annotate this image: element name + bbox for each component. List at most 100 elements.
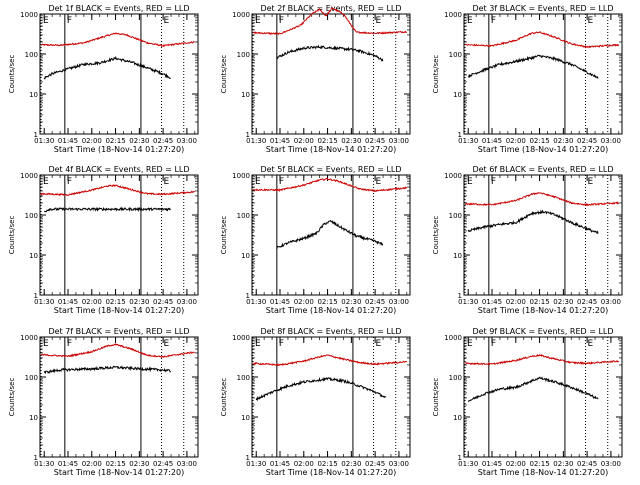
series-line-lld (252, 177, 408, 193)
x-axis-label: Start Time (18-Nov-14 01:27:20) (266, 306, 396, 315)
x-tick-label: 01:30 (34, 460, 54, 468)
marker-label: F (491, 177, 496, 187)
x-tick-label: 02:15 (105, 137, 125, 145)
y-tick-label: 1000 (20, 172, 38, 180)
series-line-lld (464, 31, 620, 49)
x-tick-label: 01:30 (458, 298, 478, 306)
x-tick-label: 03:00 (601, 137, 621, 145)
series-line-events (43, 365, 172, 375)
x-tick-label: 03:00 (389, 460, 409, 468)
y-tick-label: 10 (29, 414, 38, 422)
x-tick-label: 02:15 (317, 137, 337, 145)
plot-frame (463, 336, 623, 458)
y-axis-label: Counts/sec (220, 55, 228, 94)
y-tick-label: 10 (29, 252, 38, 260)
plot-frame (39, 174, 199, 296)
marker-label: E (376, 177, 382, 187)
x-tick-label: 01:30 (246, 298, 266, 306)
x-axis-label: Start Time (18-Nov-14 01:27:20) (266, 468, 396, 477)
x-tick-label: 02:00 (506, 460, 526, 468)
y-tick-label: 10 (29, 91, 38, 99)
series-line-lld (252, 354, 408, 367)
y-tick-label: 10 (241, 91, 250, 99)
x-tick-label: 02:00 (506, 137, 526, 145)
marker-label: E (376, 16, 382, 26)
x-tick-label: 02:00 (82, 298, 102, 306)
y-tick-label: 1 (246, 131, 250, 139)
y-axis-label: Counts/sec (220, 216, 228, 255)
x-tick-label: 02:30 (553, 137, 573, 145)
y-tick-label: 1000 (444, 172, 462, 180)
x-tick-label: 02:00 (294, 460, 314, 468)
series-line-lld (252, 7, 407, 36)
y-tick-label: 1 (246, 454, 250, 462)
x-axis-label: Start Time (18-Nov-14 01:27:20) (478, 145, 608, 154)
panel-title: Det 1f BLACK = Events, RED = LLD (48, 4, 189, 13)
y-tick-label: 1 (34, 292, 38, 300)
panel-title: Det 4f BLACK = Events, RED = LLD (48, 165, 189, 174)
marker-label: F (279, 339, 284, 349)
x-axis-label: Start Time (18-Nov-14 01:27:20) (54, 306, 184, 315)
y-tick-label: 10 (241, 252, 250, 260)
x-tick-label: 01:30 (246, 460, 266, 468)
series-line-lld (40, 343, 196, 359)
marker-label: F (67, 339, 72, 349)
marker-label: E (164, 177, 170, 187)
x-tick-label: 02:15 (105, 298, 125, 306)
panel-3: Det 3f BLACK = Events, RED = LLD 1 10 100 10… (432, 4, 623, 154)
y-axis-label: Counts/sec (432, 55, 440, 94)
x-tick-label: 01:45 (58, 137, 78, 145)
marker-label: E (467, 16, 473, 26)
y-tick-label: 100 (449, 51, 462, 59)
x-tick-label: 02:45 (577, 298, 597, 306)
panel-2: Det 2f BLACK = Events, RED = LLD11010010… (220, 4, 411, 154)
x-tick-label: 02:30 (553, 298, 573, 306)
x-tick-label: 03:00 (177, 298, 197, 306)
y-tick-label: 1000 (232, 11, 250, 19)
panel-6: Det 6f BLACK = Events, RED = LLD 1 10 100 10… (432, 165, 623, 315)
marker-label: E (164, 16, 170, 26)
y-tick-label: 10 (241, 414, 250, 422)
y-tick-label: 1 (458, 454, 462, 462)
series-line-lld (464, 353, 620, 366)
x-tick-label: 02:00 (82, 460, 102, 468)
series-line-events (467, 54, 599, 79)
x-tick-label: 02:15 (529, 460, 549, 468)
y-tick-label: 10 (453, 91, 462, 99)
x-tick-label: 02:30 (129, 137, 149, 145)
x-tick-label: 01:45 (58, 298, 78, 306)
x-axis-label: Start Time (18-Nov-14 01:27:20) (266, 145, 396, 154)
y-tick-label: 1 (458, 292, 462, 300)
plot-frame (251, 13, 411, 135)
x-tick-label: 02:15 (105, 460, 125, 468)
x-tick-label: 02:15 (529, 298, 549, 306)
panel-title: Det 9f BLACK = Events, RED = LLD (472, 327, 613, 336)
plot-frame (251, 336, 411, 458)
plot-frame (463, 13, 623, 135)
x-tick-label: 03:00 (601, 460, 621, 468)
marker-label: E (588, 177, 594, 187)
marker-label: F (67, 16, 72, 26)
panel-title: Det 8f BLACK = Events, RED = LLD (260, 327, 401, 336)
plot-frame (39, 336, 199, 458)
x-axis-label: Start Time (18-Nov-14 01:27:20) (54, 145, 184, 154)
x-tick-label: 01:30 (246, 137, 266, 145)
x-tick-label: 01:45 (482, 137, 502, 145)
x-tick-label: 02:15 (529, 137, 549, 145)
marker-label: E (43, 177, 49, 187)
y-axis-label: Counts/sec (8, 216, 16, 255)
y-tick-label: 100 (237, 212, 250, 220)
y-tick-label: 1000 (444, 11, 462, 19)
x-tick-label: 01:30 (34, 137, 54, 145)
y-tick-label: 1000 (20, 334, 38, 342)
y-tick-label: 1 (458, 131, 462, 139)
y-tick-label: 1000 (444, 334, 462, 342)
x-tick-label: 02:30 (129, 460, 149, 468)
x-tick-label: 03:00 (177, 460, 197, 468)
y-tick-label: 1 (34, 454, 38, 462)
x-tick-label: 02:00 (294, 137, 314, 145)
panel-8: Det 8f BLACK = Events, RED = LLD 1 10 100 10… (220, 327, 411, 477)
x-tick-label: 02:30 (341, 137, 361, 145)
